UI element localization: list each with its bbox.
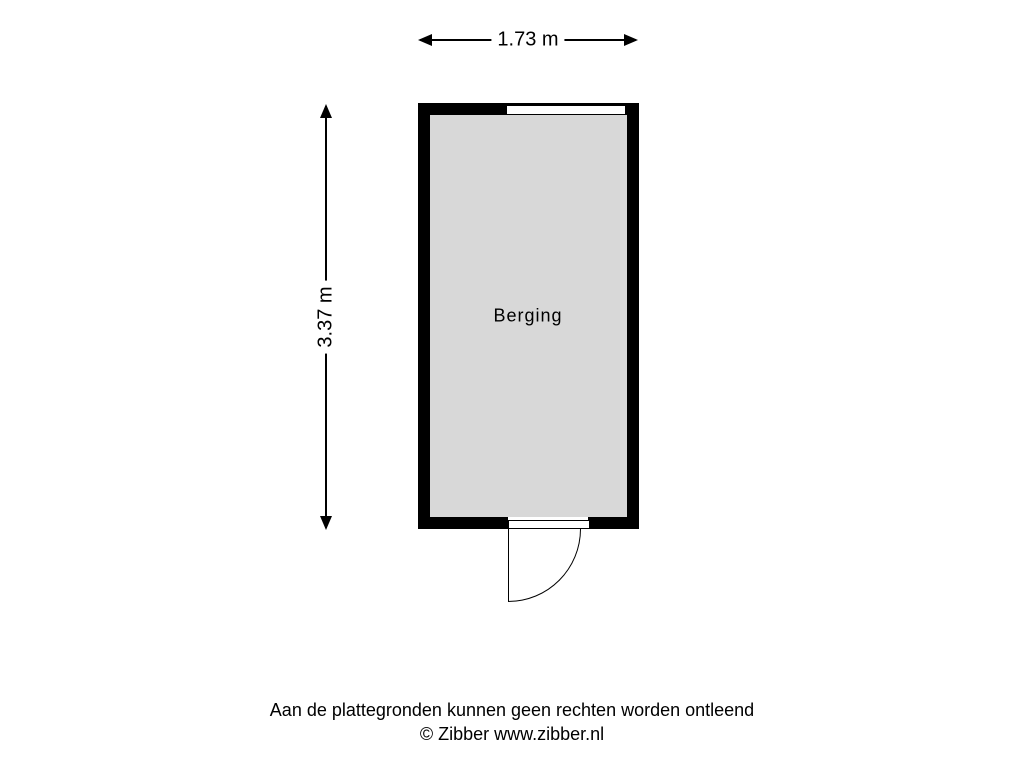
floorplan-canvas: Berging 1.73 m 3.37 m Aan de plattegrond… [0,0,1024,768]
copyright-text: © Zibber www.zibber.nl [0,724,1024,745]
dim-width-label: 1.73 m [491,29,564,52]
dim-width-arrow-left [418,34,432,46]
dim-height-arrow-up [320,104,332,118]
dim-height-label: 3.37 m [315,280,338,353]
room-label: Berging [493,306,562,327]
door-swing-arc [508,529,581,602]
window-top [507,105,625,115]
door-leaf [508,529,509,601]
disclaimer-text: Aan de plattegronden kunnen geen rechten… [0,700,1024,721]
dim-height-arrow-down [320,516,332,530]
dim-width-arrow-right [624,34,638,46]
door-frame [508,520,590,529]
